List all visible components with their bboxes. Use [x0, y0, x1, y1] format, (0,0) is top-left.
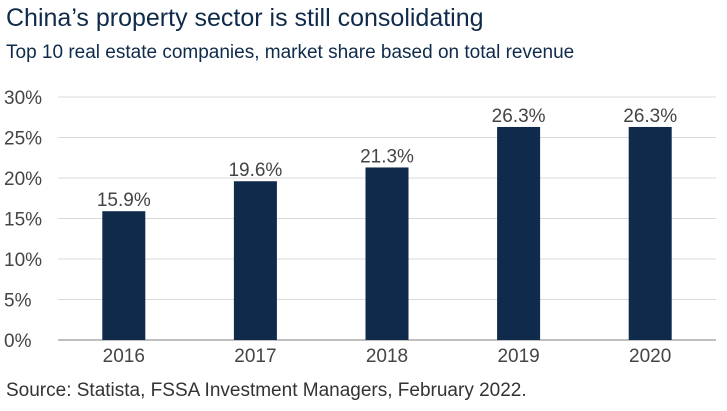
y-tick-label: 25%: [4, 129, 42, 150]
data-label-2017: 19.6%: [228, 160, 282, 181]
bar-2018: [365, 167, 409, 340]
bar-2017: [233, 181, 277, 340]
x-category-label: 2019: [497, 346, 539, 367]
y-tick-label: 30%: [4, 88, 42, 109]
bars: [102, 126, 672, 340]
y-tick-label: 5%: [4, 291, 32, 312]
x-category-label: 2017: [234, 346, 276, 367]
x-axis-categories: 2016 2017 2018 2019 2020: [103, 346, 672, 367]
y-tick-label: 20%: [4, 169, 42, 190]
bar-2020: [628, 126, 672, 340]
data-label-2016: 15.9%: [97, 190, 151, 211]
data-labels: 15.9% 19.6% 21.3% 26.3% 26.3%: [97, 106, 677, 211]
data-label-2020: 26.3%: [623, 106, 677, 127]
x-category-label: 2018: [366, 346, 408, 367]
data-label-2018: 21.3%: [360, 146, 414, 167]
y-tick-label: 10%: [4, 250, 42, 271]
y-axis-ticks: 0% 5% 10% 15% 20% 25% 30%: [4, 88, 42, 352]
chart-subtitle: Top 10 real estate companies, market sha…: [6, 42, 575, 63]
x-category-label: 2020: [629, 346, 671, 367]
source-note: Source: Statista, FSSA Investment Manage…: [6, 380, 527, 401]
bar-2016: [102, 211, 146, 340]
y-tick-label: 0%: [4, 331, 32, 352]
y-tick-label: 15%: [4, 210, 42, 231]
bar-2019: [497, 126, 541, 340]
x-category-label: 2016: [103, 346, 145, 367]
data-label-2019: 26.3%: [492, 106, 546, 127]
chart-title: China’s property sector is still consoli…: [6, 4, 484, 32]
